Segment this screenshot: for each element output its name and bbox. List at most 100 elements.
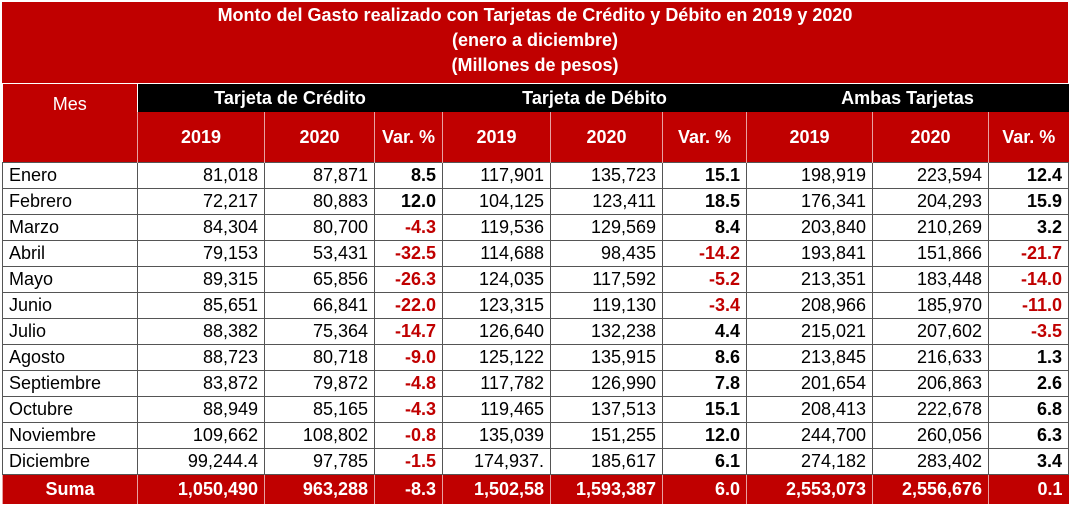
value-cell: 15.1: [662, 162, 748, 189]
value-cell: 223,594: [872, 162, 990, 189]
value-cell: 208,966: [746, 292, 874, 319]
value-cell: 216,633: [872, 344, 990, 371]
value-cell: 80,718: [264, 344, 375, 371]
data-row: Septiembre 83,872 79,872 -4.8 117,782 126,990…: [2, 370, 1070, 397]
value-cell: 88,949: [137, 396, 265, 423]
value-cell: 88,382: [137, 318, 265, 345]
value-cell: 80,700: [264, 214, 375, 241]
month-cell: Mayo: [2, 266, 138, 293]
value-cell: 1.3: [988, 344, 1070, 371]
value-cell: 135,723: [550, 162, 664, 189]
value-cell: 151,866: [872, 240, 990, 267]
value-cell: 126,640: [442, 318, 552, 345]
value-cell: 12.0: [373, 188, 444, 215]
value-cell: 174,937.: [442, 448, 552, 475]
value-cell: 75,364: [264, 318, 375, 345]
value-cell: 84,304: [137, 214, 265, 241]
total-cell: 0.1: [988, 474, 1069, 504]
value-cell: 3.2: [988, 214, 1070, 241]
value-cell: 117,782: [442, 370, 552, 397]
month-header: Mes: [2, 84, 138, 163]
value-cell: 104,125: [442, 188, 552, 215]
value-cell: -22.0: [373, 292, 444, 319]
group-header: Tarjeta de Crédito: [137, 84, 443, 112]
value-cell: 12.4: [988, 162, 1070, 189]
month-cell: Octubre: [2, 396, 138, 423]
value-cell: -1.5: [373, 448, 444, 475]
value-cell: 79,872: [264, 370, 375, 397]
value-cell: 207,602: [872, 318, 990, 345]
value-cell: -14.2: [662, 240, 748, 267]
column-header: 2019: [442, 112, 551, 163]
month-cell: Agosto: [2, 344, 138, 371]
value-cell: 114,688: [442, 240, 552, 267]
total-cell: 6.0: [662, 474, 747, 504]
data-table: Mes Tarjeta de Crédito Tarjeta de Débito Am…: [2, 84, 1070, 504]
title-line: (enero a diciembre): [451, 30, 619, 50]
value-cell: 97,785: [264, 448, 375, 475]
value-cell: 15.9: [988, 188, 1070, 215]
value-cell: 137,513: [550, 396, 664, 423]
value-cell: 4.4: [662, 318, 748, 345]
value-cell: 85,165: [264, 396, 375, 423]
column-header: Var. %: [662, 112, 747, 163]
data-row: Julio 88,382 75,364 -14.7 126,640 132,238 4.4 2…: [2, 318, 1070, 345]
value-cell: 274,182: [746, 448, 874, 475]
value-cell: -14.7: [373, 318, 444, 345]
column-header-row: 2019 2020 Var. % 2019 2020 Var. % 2019 2020 Var.…: [3, 112, 1069, 163]
data-row: Diciembre 99,244.4 97,785 -1.5 174,937. 185,6…: [2, 448, 1070, 475]
month-cell: Febrero: [2, 188, 138, 215]
month-cell: Septiembre: [2, 370, 138, 397]
value-cell: 99,244.4: [137, 448, 265, 475]
column-header: 2020: [872, 112, 989, 163]
value-cell: 18.5: [662, 188, 748, 215]
value-cell: 129,569: [550, 214, 664, 241]
data-row: Abril 79,153 53,431 -32.5 114,688 98,435 -14.2…: [2, 240, 1070, 267]
value-cell: -3.4: [662, 292, 748, 319]
value-cell: 123,411: [550, 188, 664, 215]
value-cell: -0.8: [373, 422, 444, 449]
title-block: Monto del Gasto realizado con Tarjetas d…: [2, 2, 1068, 84]
total-cell: 2,556,676: [872, 474, 989, 504]
month-cell: Junio: [2, 292, 138, 319]
value-cell: 132,238: [550, 318, 664, 345]
report: Monto del Gasto realizado con Tarjetas d…: [2, 2, 1070, 504]
data-row: Junio 85,651 66,841 -22.0 123,315 119,130 -3.4…: [2, 292, 1070, 319]
value-cell: 125,122: [442, 344, 552, 371]
value-cell: 123,315: [442, 292, 552, 319]
value-cell: 80,883: [264, 188, 375, 215]
value-cell: -11.0: [988, 292, 1070, 319]
value-cell: -32.5: [373, 240, 444, 267]
total-cell: -8.3: [373, 474, 443, 504]
value-cell: 260,056: [872, 422, 990, 449]
value-cell: 89,315: [137, 266, 265, 293]
value-cell: 6.8: [988, 396, 1070, 423]
value-cell: 215,021: [746, 318, 874, 345]
value-cell: 85,651: [137, 292, 265, 319]
value-cell: 8.6: [662, 344, 748, 371]
value-cell: 53,431: [264, 240, 375, 267]
value-cell: 66,841: [264, 292, 375, 319]
value-cell: 2.6: [988, 370, 1070, 397]
value-cell: 65,856: [264, 266, 375, 293]
value-cell: 119,130: [550, 292, 664, 319]
month-cell: Marzo: [2, 214, 138, 241]
value-cell: 117,901: [442, 162, 552, 189]
value-cell: 72,217: [137, 188, 265, 215]
value-cell: 222,678: [872, 396, 990, 423]
value-cell: -4.3: [373, 396, 444, 423]
value-cell: 126,990: [550, 370, 664, 397]
value-cell: 124,035: [442, 266, 552, 293]
total-cell: 1,050,490: [137, 474, 265, 504]
value-cell: 119,465: [442, 396, 552, 423]
value-cell: 213,351: [746, 266, 874, 293]
value-cell: 185,970: [872, 292, 990, 319]
data-row: Agosto 88,723 80,718 -9.0 125,122 135,915 8.6 2…: [2, 344, 1070, 371]
title-line: Monto del Gasto realizado con Tarjetas d…: [217, 5, 853, 25]
value-cell: 3.4: [988, 448, 1070, 475]
value-cell: 8.4: [662, 214, 748, 241]
month-cell: Noviembre: [2, 422, 138, 449]
column-header: 2020: [264, 112, 375, 163]
column-header: Var. %: [373, 112, 443, 163]
data-row: Enero 81,018 87,871 8.5 117,901 135,723 15.1 19…: [2, 162, 1070, 189]
